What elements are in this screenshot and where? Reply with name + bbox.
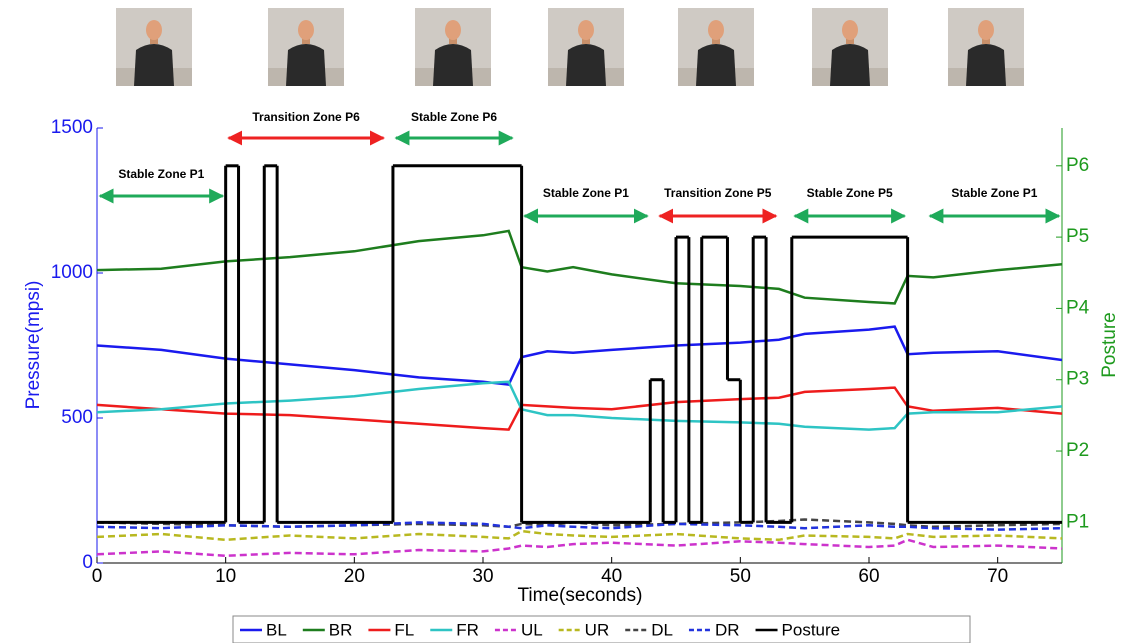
zone-label: Transition Zone P5 [664, 186, 772, 200]
legend-label: DR [715, 620, 740, 639]
x-axis-label: Time(seconds) [518, 585, 643, 606]
legend-label: DL [651, 620, 673, 639]
series-line [96, 521, 1063, 531]
photo [948, 8, 1024, 86]
y2-tick-label: P4 [1066, 297, 1090, 318]
zone-label: Stable Zone P1 [543, 186, 629, 200]
photo [116, 8, 192, 86]
photo [548, 8, 624, 86]
x-tick-label: 20 [344, 566, 365, 587]
y-tick-label: 1500 [51, 117, 93, 138]
legend-box [232, 615, 971, 643]
x-tick-label: 40 [601, 566, 622, 587]
series-line [96, 229, 1063, 305]
series-line [96, 529, 1063, 542]
y2-tick-label: P3 [1066, 369, 1089, 390]
y2-tick-label: P6 [1066, 155, 1089, 176]
series-line [96, 538, 1063, 558]
zone-label: Transition Zone P6 [252, 110, 360, 124]
series-line [96, 380, 1063, 431]
legend-label: FR [456, 620, 479, 639]
x-tick-label: 60 [858, 566, 879, 587]
x-tick-label: 70 [987, 566, 1008, 587]
legend-label: FL [394, 620, 414, 639]
series-line [96, 386, 1063, 431]
x-tick-label: 0 [92, 566, 103, 587]
y2-tick-label: P5 [1066, 226, 1089, 247]
photo [812, 8, 888, 86]
legend-label: BR [329, 620, 353, 639]
photo [678, 8, 754, 86]
y2-axis-label: Posture [1099, 312, 1120, 377]
zone-label: Stable Zone P6 [411, 110, 497, 124]
y-tick-label: 0 [82, 552, 93, 573]
zone-label: Stable Zone P1 [951, 186, 1037, 200]
y-axis-label: Pressure(mpsi) [23, 281, 44, 410]
y2-tick-label: P2 [1066, 440, 1089, 461]
x-tick-label: 50 [730, 566, 751, 587]
photo [268, 8, 344, 86]
zone-label: Stable Zone P1 [118, 167, 204, 181]
y-tick-label: 1000 [51, 262, 93, 283]
x-tick-label: 10 [215, 566, 236, 587]
series-line [96, 325, 1063, 386]
zone-label: Stable Zone P5 [807, 186, 893, 200]
y-tick-label: 500 [61, 407, 93, 428]
y2-tick-label: P1 [1066, 511, 1089, 532]
legend-label: UL [521, 620, 543, 639]
legend-label: BL [266, 620, 287, 639]
x-tick-label: 30 [472, 566, 493, 587]
photo-strip [116, 8, 1024, 86]
photo [415, 8, 491, 86]
legend-label: UR [585, 620, 610, 639]
legend-label: Posture [782, 620, 841, 639]
